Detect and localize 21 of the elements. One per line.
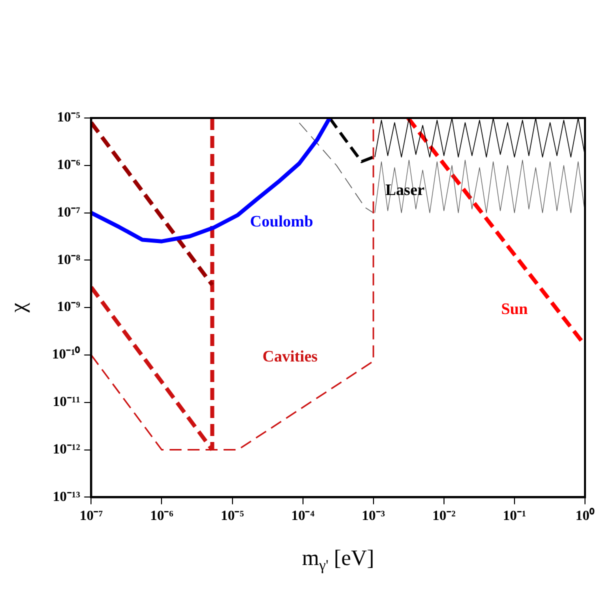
x-tick-label: 10⁻⁵ xyxy=(220,509,244,524)
x-tick-label: 10⁻⁷ xyxy=(80,509,103,524)
y-axis-title: χ xyxy=(4,302,30,314)
x-tick-label: 10⁻⁴ xyxy=(291,509,316,524)
x-tick-label: 10⁻³ xyxy=(362,509,385,524)
y-tick-label: 10⁻⁹ xyxy=(56,300,80,316)
series-label: Coulomb xyxy=(250,213,314,230)
y-tick-label: 10⁻¹² xyxy=(52,442,80,458)
x-tick-label: 10⁻⁶ xyxy=(150,509,174,524)
y-tick-label: 10⁻⁶ xyxy=(56,158,80,174)
y-tick-label: 10⁻⁷ xyxy=(56,205,80,220)
series-label: Sun xyxy=(501,300,528,318)
y-tick-label: 10⁻¹³ xyxy=(52,490,80,505)
y-tick-label: 10⁻⁸ xyxy=(56,252,80,268)
x-tick-label: 10⁻² xyxy=(432,509,456,524)
y-tick-label: 10⁻⁵ xyxy=(56,110,80,126)
x-tick-label: 10⁰ xyxy=(576,507,594,524)
x-tick-label: 10⁻¹ xyxy=(502,509,526,524)
y-tick-label: 10⁻¹¹ xyxy=(52,395,80,410)
series-label: Cavities xyxy=(262,348,318,366)
y-tick-label: 10⁻¹⁰ xyxy=(52,346,80,363)
